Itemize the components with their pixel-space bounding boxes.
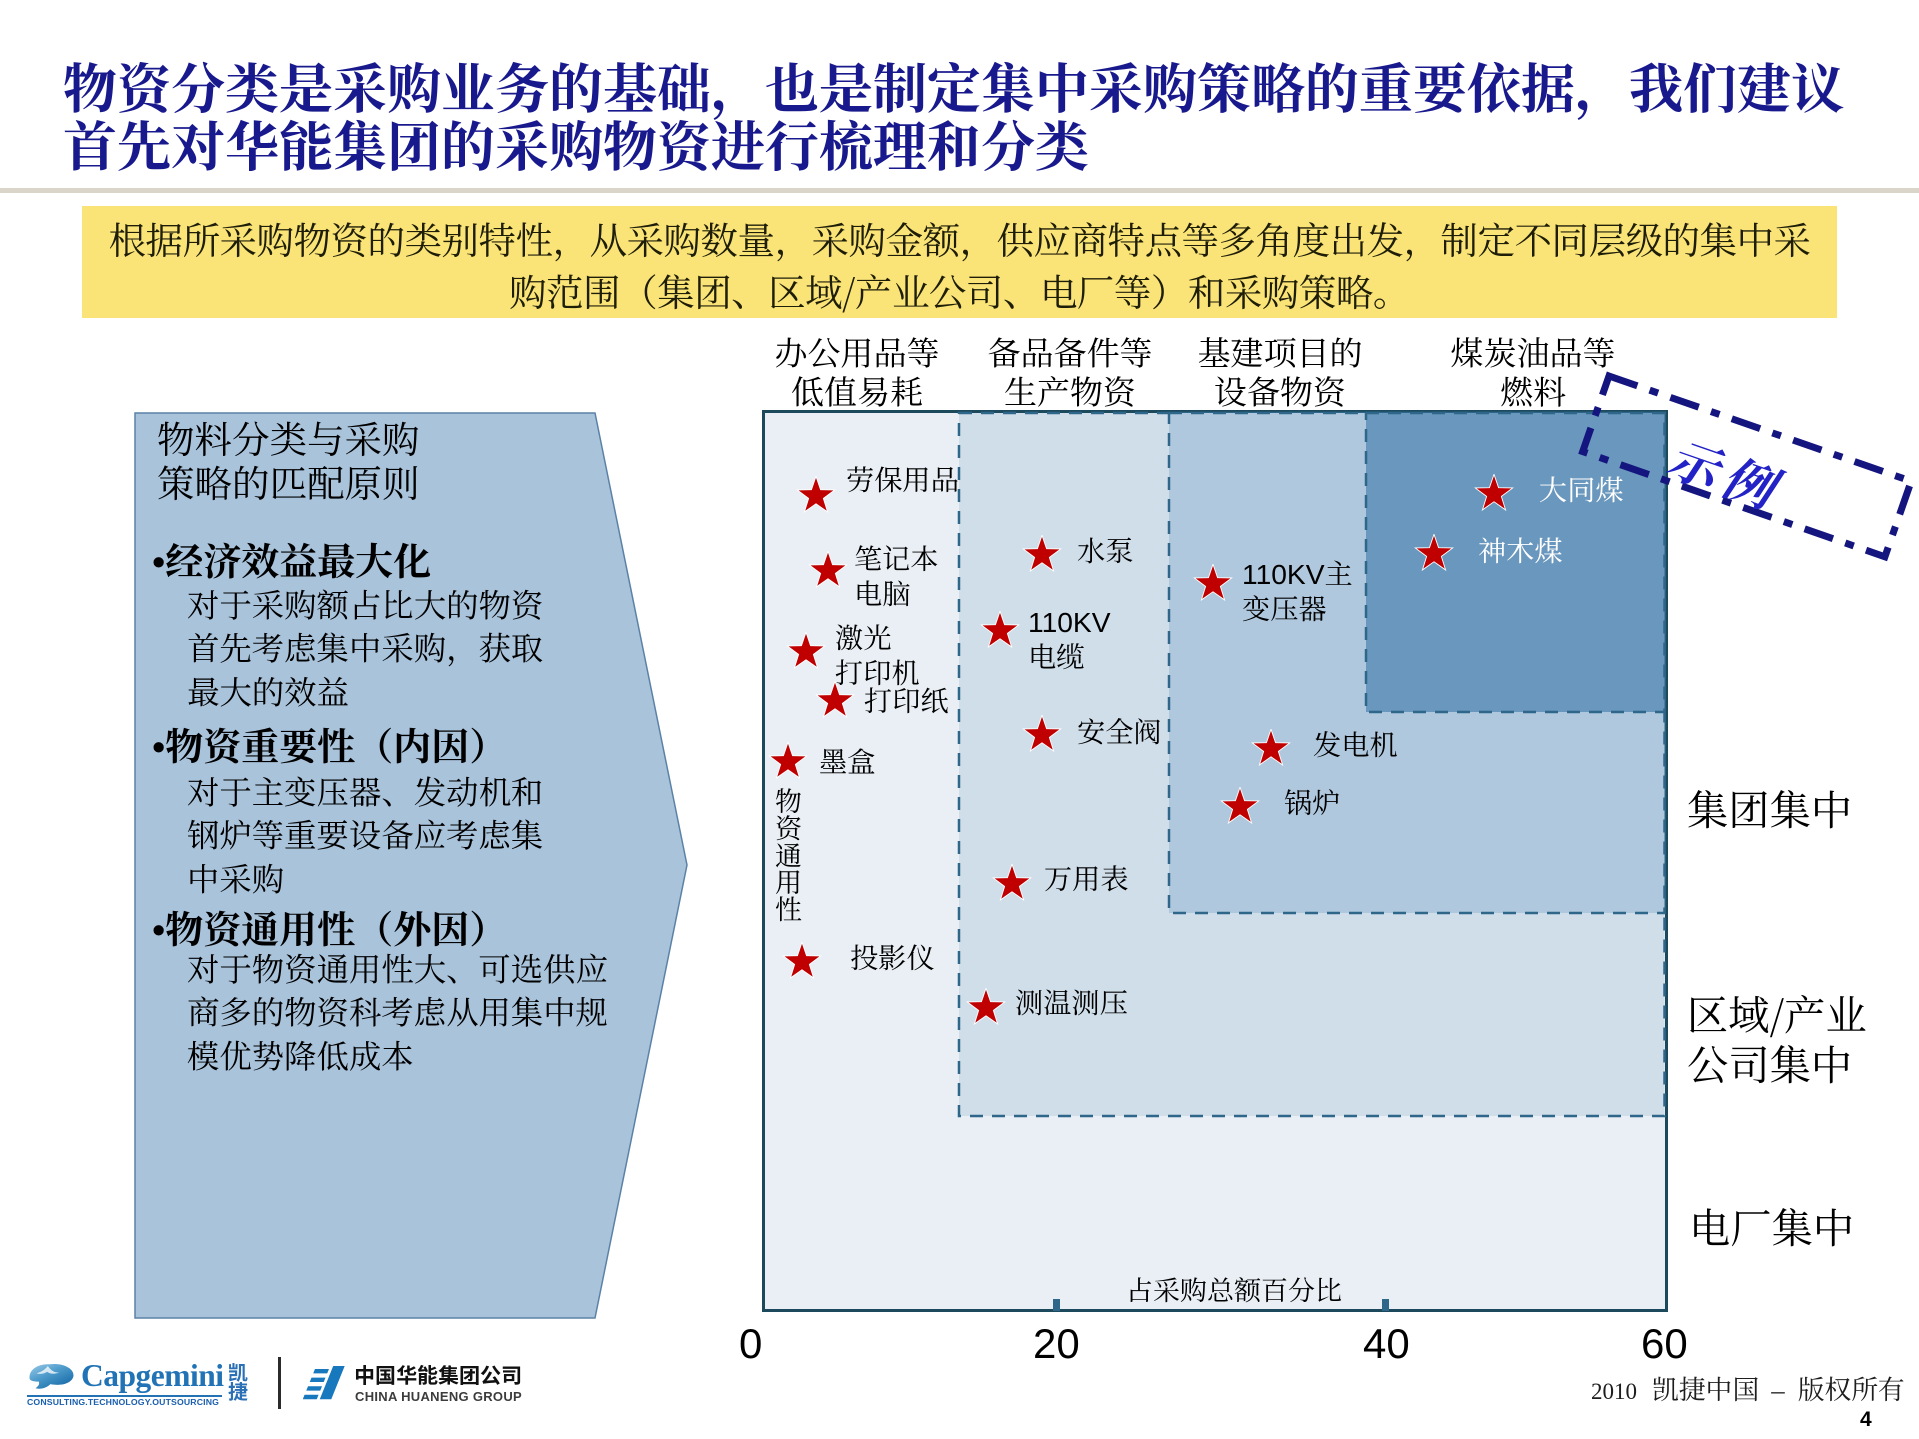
svg-text:示例: 示例 [1656,423,1806,523]
